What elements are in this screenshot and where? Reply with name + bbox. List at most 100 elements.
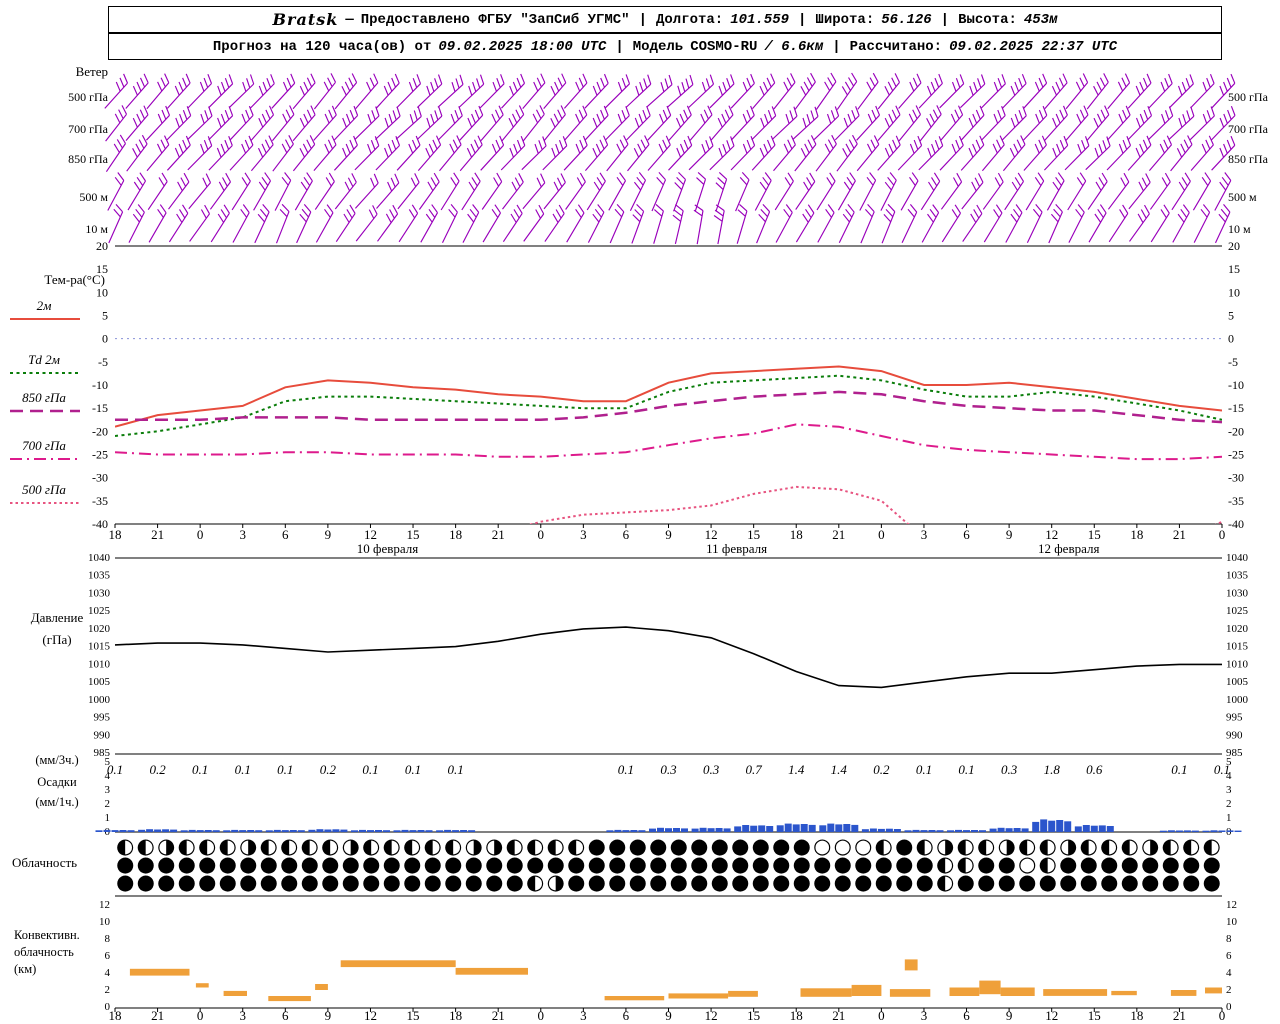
precip-bar: [979, 830, 986, 832]
precip-bar: [784, 823, 792, 832]
wind-barb: [209, 172, 232, 210]
cloud-symbol: ●: [793, 834, 811, 858]
precip-amount: 0.1: [618, 762, 634, 777]
pressure-ytick-left: 990: [94, 729, 111, 741]
wind-barb: [1086, 105, 1110, 142]
wind-barb: [900, 172, 919, 211]
wind-barb: [983, 204, 1003, 243]
cloud-symbol: ●: [834, 852, 852, 876]
cloud-symbol: ●: [731, 834, 749, 858]
x-tick-label: 12: [364, 527, 377, 542]
temp-ytick-left: -20: [92, 424, 108, 438]
wind-barb: [480, 105, 504, 141]
wind-barb: [1001, 106, 1027, 141]
wind-barb: [625, 74, 652, 108]
cloud-symbol: ◐: [424, 834, 442, 858]
latitude-value: 56.126: [881, 11, 932, 28]
precip-bar: [707, 828, 715, 832]
wind-barb: [522, 173, 546, 210]
wind-barb: [646, 74, 673, 108]
precip-bar: [212, 830, 220, 832]
cloud-symbol: ●: [465, 870, 483, 894]
precip-bar: [1064, 821, 1072, 832]
temp-ytick-right: -35: [1228, 494, 1244, 508]
cloud-symbol: ●: [301, 870, 319, 894]
precip-bar: [1159, 830, 1167, 832]
wind-barb: [128, 204, 145, 243]
wind-barb: [672, 204, 684, 245]
precip-bar: [869, 828, 877, 832]
cloud-symbol: ●: [137, 870, 155, 894]
wind-barb: [587, 204, 605, 243]
precip-bar: [281, 830, 289, 832]
wind-barb: [897, 135, 923, 171]
precip-bar: [289, 830, 297, 832]
precip-bar: [460, 830, 468, 832]
wind-barb: [125, 73, 149, 109]
temp-ytick-right: 0: [1228, 332, 1234, 346]
wind-barb: [354, 173, 379, 209]
x-tick-label: 6: [282, 527, 289, 542]
wind-barb: [651, 172, 667, 212]
wind-barb: [395, 106, 422, 140]
precip-amount: 0.1: [362, 762, 378, 777]
wind-barb: [210, 204, 230, 243]
pressure-panel: 1040 1040 1035 1035 1030 1030 1025 1025 1020 1020…: [31, 552, 1249, 759]
wind-barb: [730, 105, 755, 141]
precip-bar: [622, 830, 630, 832]
wind-barb: [709, 74, 735, 109]
wind-barb: [563, 105, 588, 141]
pressure-ytick-left: 995: [94, 712, 111, 724]
temp-panel-title: Тем-ра(°C): [44, 272, 105, 287]
cloud-symbol: ●: [854, 852, 872, 876]
wind-barb: [860, 204, 875, 244]
cloud-symbol: ●: [260, 852, 278, 876]
cloud-symbol: ●: [403, 870, 421, 894]
legend-label: 700 гПа: [22, 438, 66, 453]
conv-ytick-left: 6: [105, 950, 111, 962]
convective-bar: [604, 996, 665, 1001]
precip-amount: 0.2: [320, 762, 337, 777]
x-tick-label: 3: [580, 527, 587, 542]
x-tick-label: 9: [665, 527, 672, 542]
wind-barb: [815, 134, 837, 172]
wind-barb: [584, 135, 609, 171]
wind-barb: [208, 74, 234, 109]
wind-barb: [188, 173, 212, 210]
cloud-symbol: ●: [1080, 852, 1098, 876]
cloud-symbol: ●: [1182, 870, 1200, 894]
wind-barb: [416, 106, 443, 140]
wind-barb: [375, 106, 401, 140]
pressure-ytick-right: 1035: [1226, 570, 1249, 582]
temp-ytick-left: -40: [92, 517, 108, 531]
cloud-symbol: ●: [506, 870, 524, 894]
cloud-symbol: ●: [731, 870, 749, 894]
cloud-symbol: ●: [875, 870, 893, 894]
date-label: 11 февраля: [706, 541, 767, 556]
pressure-ytick-right: 990: [1226, 729, 1243, 741]
cloud-symbol: ●: [321, 870, 339, 894]
pressure-ytick-left: 1020: [88, 623, 111, 635]
wind-barb: [1044, 73, 1068, 109]
wind-barb: [543, 173, 566, 210]
wind-barb: [1147, 106, 1174, 141]
wind-barb: [1085, 136, 1111, 171]
wind-barb: [292, 135, 316, 172]
precip-bar: [928, 830, 936, 832]
precip-amount: 0.3: [660, 762, 677, 777]
wind-barb: [229, 135, 254, 171]
wind-barb: [480, 135, 505, 171]
cloud-symbol: ●: [1100, 870, 1118, 894]
cloud-symbol: ●: [670, 870, 688, 894]
wind-row-label-left: 500 м: [79, 190, 108, 204]
precip-bar: [367, 830, 374, 832]
wind-barb: [355, 205, 378, 242]
precip-bar: [963, 830, 970, 832]
cloud-symbol: ●: [1182, 852, 1200, 876]
wind-barb: [254, 204, 270, 244]
temp-ytick-left: -30: [92, 471, 108, 485]
precip-bar: [638, 830, 646, 832]
wind-barb: [813, 106, 840, 141]
wind-barb: [1048, 204, 1063, 244]
cloud-symbol: ◐: [977, 834, 995, 858]
